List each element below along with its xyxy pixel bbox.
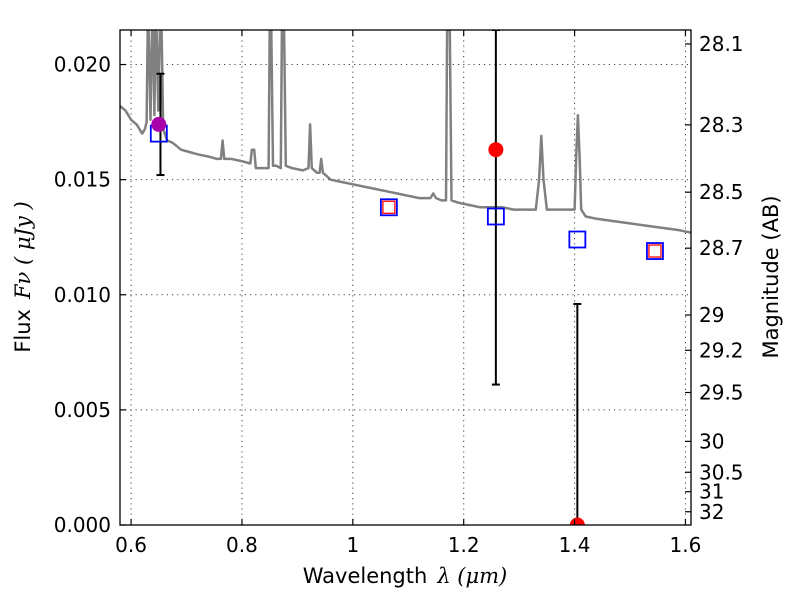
y-tick-label: 0.005 [54, 398, 111, 422]
plot-frame [119, 29, 692, 526]
x-tick-label: 1 [346, 533, 359, 557]
magnitude-tick-label: 28.7 [699, 236, 744, 260]
y-axis-symbol: Fν ( μJy ) [11, 201, 35, 300]
observed-circle-marker [488, 142, 504, 158]
magnitude-tick-label: 28.1 [699, 32, 744, 56]
magnitude-tick-label: 30 [699, 429, 724, 453]
x-axis-word: Wavelength [303, 564, 428, 588]
x-tick-label: 0.8 [226, 533, 258, 557]
observed-circle-marker [569, 517, 585, 525]
x-tick-label: 0.6 [115, 533, 147, 557]
magnitude-tick-label: 28.3 [699, 113, 744, 137]
magnitude-tick-label: 32 [699, 500, 724, 524]
observed-circle-marker [151, 116, 167, 132]
error-bars [156, 30, 582, 525]
y-tick-label: 0.000 [54, 513, 111, 537]
x-tick-label: 1.6 [670, 533, 702, 557]
magnitude-axis-title: Magnitude (AB) [759, 195, 783, 358]
observed-square-marker [382, 200, 396, 214]
x-axis-symbol: λ (μm) [436, 564, 507, 588]
plot-area [120, 30, 691, 525]
magnitude-tick-label: 28.5 [699, 180, 744, 204]
observed-square-marker [648, 244, 662, 258]
y-tick-label: 0.020 [54, 53, 111, 77]
magnitude-tick-label: 29.5 [699, 381, 744, 405]
x-axis-ticks: 0.6 0.8 1 1.2 1.4 1.6 [115, 30, 701, 557]
grid-lines [120, 30, 691, 526]
model-photometry-square [379, 198, 398, 217]
y-tick-label: 0.010 [54, 283, 111, 307]
y-tick-label: 0.015 [54, 168, 111, 192]
template-spectrum-line [120, 30, 691, 234]
model-photometry-square [486, 207, 505, 226]
data-markers [149, 116, 664, 525]
model-photometry-square [646, 242, 664, 260]
magnitude-tick-label: 29 [699, 303, 724, 327]
y-axis-ticks: 0.000 0.005 0.010 0.015 0.020 [54, 53, 126, 537]
y-axis-title: Flux Fν ( μJy ) [11, 201, 35, 352]
model-photometry-square [568, 230, 587, 249]
magnitude-tick-label: 31 [699, 480, 724, 504]
magnitude-tick-label: 30.5 [699, 460, 744, 484]
x-axis-title: Wavelength λ (μm) [303, 564, 508, 588]
magnitude-tick-label: 29.2 [699, 338, 744, 362]
x-tick-label: 1.2 [448, 533, 480, 557]
y-axis-word: Flux [11, 309, 35, 353]
x-tick-label: 1.4 [559, 533, 591, 557]
